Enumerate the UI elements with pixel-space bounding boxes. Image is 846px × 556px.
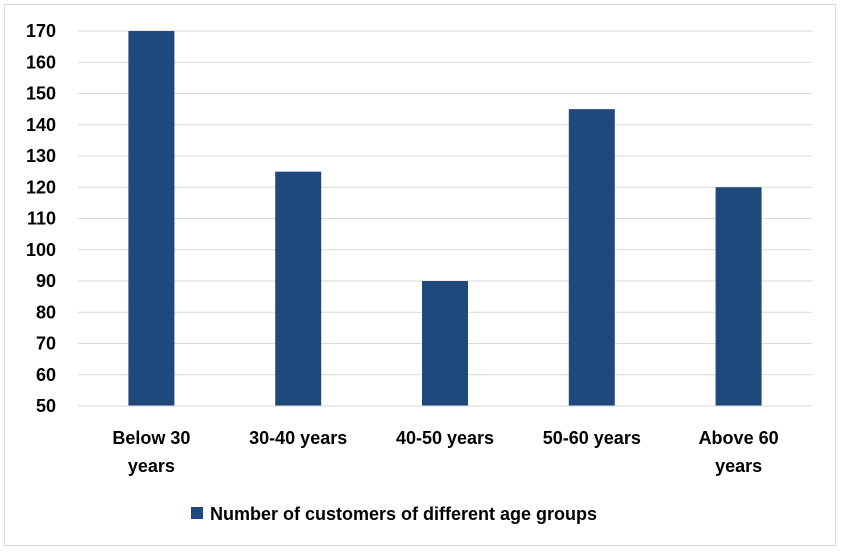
x-tick-label-5: Above 60 years xyxy=(699,428,779,476)
legend-label: Number of customers of different age gro… xyxy=(210,504,597,524)
gridlines xyxy=(78,30,812,376)
legend-swatch xyxy=(191,507,203,519)
y-tick-label-150: 150 xyxy=(26,84,56,104)
bars xyxy=(128,31,762,406)
y-tick-label-50: 50 xyxy=(36,396,56,416)
x-tick-label-4: 50-60 years xyxy=(543,428,641,448)
bar-3 xyxy=(422,281,468,406)
y-tick-label-80: 80 xyxy=(36,302,56,322)
bar-5 xyxy=(715,187,762,406)
y-tick-label-120: 120 xyxy=(26,177,56,197)
y-tick-label-130: 130 xyxy=(26,146,56,166)
y-tick-label-110: 110 xyxy=(27,209,56,229)
y-tick-label-160: 160 xyxy=(26,52,56,72)
y-tick-label-60: 60 xyxy=(36,365,56,385)
y-tick-label-70: 70 xyxy=(36,334,56,354)
x-tick-label-2: 30-40 years xyxy=(249,428,347,448)
y-tick-label-170: 170 xyxy=(26,21,56,41)
x-tick-label-1: Below 30 years xyxy=(112,428,190,476)
y-tick-label-140: 140 xyxy=(26,115,56,135)
legend: Number of customers of different age gro… xyxy=(191,504,597,524)
y-tick-label-100: 100 xyxy=(26,240,56,260)
y-axis-tick-labels: 50 60 70 80 90 100 110 120 130 140 150 160 170 xyxy=(26,21,56,416)
bar-1 xyxy=(128,31,175,406)
bar-4 xyxy=(568,109,615,406)
bar-2 xyxy=(275,171,322,406)
y-tick-label-90: 90 xyxy=(36,271,56,291)
x-axis-tick-labels: Below 30 years 30-40 years 40-50 years 50-60… xyxy=(112,428,778,476)
x-tick-label-3: 40-50 years xyxy=(396,428,494,448)
